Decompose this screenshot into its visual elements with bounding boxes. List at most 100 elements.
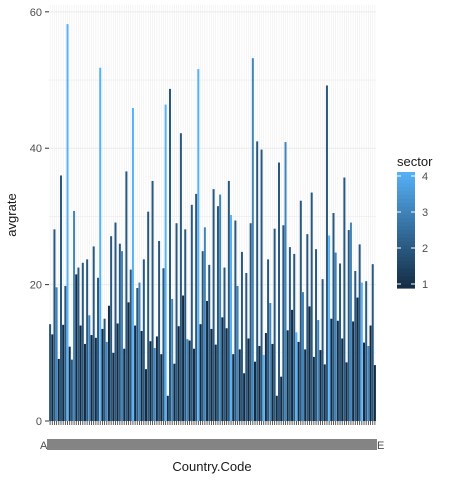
legend-color-step	[397, 233, 415, 239]
bar	[369, 325, 372, 421]
legend-color-step	[397, 195, 415, 200]
bar	[269, 303, 272, 421]
bar	[245, 273, 248, 421]
legend-tick-label: 3	[422, 207, 428, 219]
bar	[317, 320, 320, 421]
bar	[171, 298, 174, 421]
bar	[164, 104, 167, 422]
bar	[284, 142, 287, 421]
legend-color-step	[397, 226, 415, 231]
bar	[227, 180, 230, 421]
legend-color-step	[397, 241, 415, 247]
legend-color-step	[397, 276, 415, 281]
bar	[334, 252, 337, 421]
bar	[273, 228, 276, 421]
bar	[90, 335, 93, 421]
bar	[62, 324, 65, 421]
bar	[73, 210, 76, 421]
legend-color-step	[397, 222, 415, 227]
bar	[271, 343, 274, 421]
bar	[116, 323, 119, 421]
bar	[53, 229, 56, 421]
legend-ticks: 1 2 3 4	[397, 171, 428, 291]
bar	[151, 180, 154, 421]
legend-color-step	[397, 230, 415, 235]
y-tick-label: 20	[30, 280, 42, 292]
bar	[118, 243, 121, 421]
legend-tick-label: 4	[422, 171, 428, 183]
bar	[323, 364, 326, 421]
legend-color-step	[397, 206, 415, 212]
legend-color-step	[397, 183, 415, 189]
bar	[354, 270, 357, 421]
bar	[99, 67, 102, 422]
bar	[262, 354, 265, 421]
legend-color-step	[397, 249, 415, 254]
axes: 0 20 40 60 A E	[30, 7, 385, 452]
bar	[201, 251, 204, 421]
bar	[212, 189, 215, 421]
y-axis-title: avgrate	[4, 193, 19, 236]
x-tick-label: A	[40, 440, 48, 452]
bar	[173, 363, 176, 421]
bar	[57, 358, 60, 421]
legend-color-step	[397, 210, 415, 216]
bar	[64, 285, 67, 421]
bar	[179, 133, 182, 421]
bar	[210, 328, 213, 421]
bar	[123, 348, 126, 421]
bar	[308, 306, 311, 421]
x-tick-label: E	[377, 440, 384, 452]
bar	[136, 288, 139, 421]
bar	[182, 295, 185, 421]
bar	[371, 264, 374, 421]
bar	[162, 268, 165, 421]
bar	[221, 317, 224, 421]
x-axis-title: Country.Code	[172, 459, 251, 474]
legend-color-step	[397, 237, 415, 243]
legend-colorbar	[397, 172, 415, 289]
bar	[127, 302, 130, 421]
bar	[103, 318, 106, 421]
bar	[356, 297, 359, 421]
bar	[286, 330, 289, 421]
bar	[177, 326, 180, 421]
bar	[306, 234, 309, 421]
legend-color-step	[397, 199, 415, 204]
bar	[349, 222, 352, 421]
legend-color-step	[397, 218, 415, 223]
bar	[282, 225, 285, 421]
bar	[319, 350, 322, 421]
bar	[55, 287, 58, 421]
bar	[363, 342, 366, 421]
bar	[243, 373, 246, 421]
legend-tick-label: 2	[422, 243, 428, 255]
y-tick-label: 40	[30, 143, 42, 155]
bar	[190, 204, 193, 421]
legend-color-step	[397, 214, 415, 219]
bar	[301, 292, 304, 421]
legend-color-step	[397, 264, 415, 270]
legend-color-step	[397, 245, 415, 250]
bar	[240, 251, 243, 421]
bar	[365, 281, 368, 421]
bar	[160, 354, 163, 421]
bar	[247, 338, 250, 421]
legend-color-step	[397, 272, 415, 277]
bar	[258, 345, 261, 421]
bar	[315, 249, 318, 421]
bar	[155, 336, 158, 421]
bar	[328, 235, 331, 421]
legend-color-step	[397, 179, 415, 185]
bar	[81, 262, 84, 421]
bar	[175, 223, 178, 421]
bar	[341, 338, 344, 421]
bar	[184, 229, 187, 421]
bar	[68, 346, 71, 421]
bar	[110, 236, 113, 421]
bar	[59, 175, 62, 421]
bar	[297, 341, 300, 421]
bar	[75, 274, 78, 421]
bar	[256, 141, 259, 422]
